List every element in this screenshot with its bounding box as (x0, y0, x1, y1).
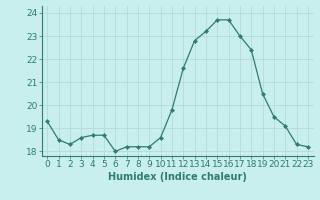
X-axis label: Humidex (Indice chaleur): Humidex (Indice chaleur) (108, 172, 247, 182)
